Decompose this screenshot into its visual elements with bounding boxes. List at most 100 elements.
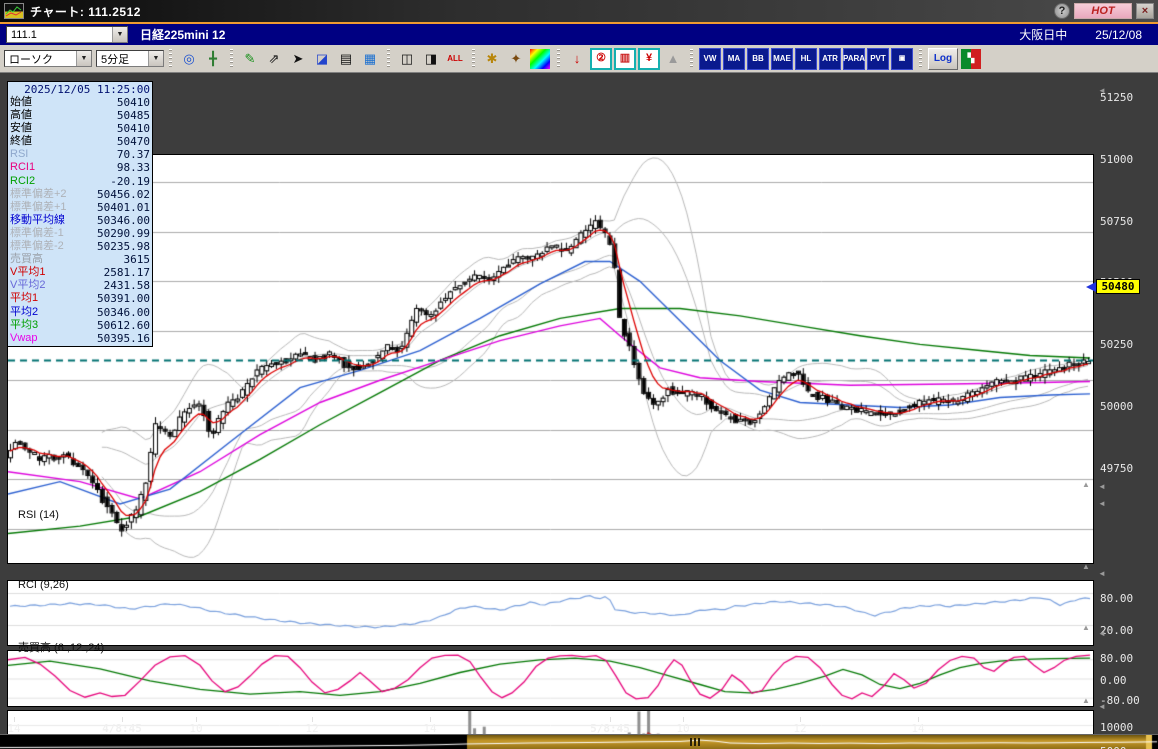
date-label: 25/12/08 bbox=[1095, 27, 1142, 42]
title-bar[interactable]: チャート: 111.2512 ? HOT × bbox=[0, 0, 1158, 22]
rsi-panel-chart[interactable] bbox=[7, 580, 1094, 646]
scroll-arrow-icon[interactable]: ▲ bbox=[1082, 696, 1090, 705]
warning-icon: ▲ bbox=[662, 47, 684, 70]
toolbar-separator bbox=[688, 48, 695, 69]
scroll-arrow-icon[interactable]: ◄ bbox=[1098, 569, 1106, 578]
scroll-arrow-icon[interactable]: ◄ bbox=[1098, 482, 1106, 491]
sub-axis-label: 10000 bbox=[1100, 721, 1134, 734]
indicator-row: 平均1 50391.00 bbox=[10, 292, 150, 305]
close-icon[interactable]: × bbox=[1136, 3, 1154, 19]
hot-button[interactable]: HOT bbox=[1074, 3, 1132, 19]
indicator-value: 50612.60 bbox=[97, 318, 150, 332]
indicator-label: 標準偏差-1 bbox=[10, 226, 64, 239]
indicator-row: 平均3 50612.60 bbox=[10, 319, 150, 332]
show-all-icon[interactable]: ALL bbox=[444, 47, 466, 70]
scroll-arrow-icon[interactable]: ▲ bbox=[1082, 562, 1090, 571]
navigator-grip-handle[interactable] bbox=[690, 738, 700, 746]
help-button[interactable]: ? bbox=[1054, 3, 1070, 19]
info-bar: 111.1 ▼ 日経225mini 12 大阪日中 25/12/08 bbox=[0, 24, 1158, 45]
toolbar-separator bbox=[385, 48, 392, 69]
indicator-row: 標準偏差+2 50456.02 bbox=[10, 188, 150, 201]
chart-type-select[interactable]: ローソク ▼ bbox=[4, 50, 92, 67]
scroll-arrow-icon[interactable]: ▲ bbox=[1082, 480, 1090, 489]
timeframe-select[interactable]: 5分足 ▼ bbox=[96, 50, 164, 67]
indicator-value: 50410 bbox=[116, 122, 150, 136]
scroll-arrow-icon[interactable]: ◄ bbox=[1098, 86, 1106, 95]
window-title: チャート: 111.2512 bbox=[30, 4, 141, 19]
scroll-arrow-icon[interactable]: ▲ bbox=[1082, 623, 1090, 632]
scroll-arrow-icon[interactable]: ◄ bbox=[1098, 702, 1106, 711]
sub-axis-label: 80.00 bbox=[1100, 652, 1134, 665]
hl-button[interactable]: HL bbox=[795, 47, 817, 70]
symbol-name: 日経225mini 12 bbox=[140, 28, 226, 42]
bb-button[interactable]: BB bbox=[747, 47, 769, 70]
indicator-label: 標準偏差+2 bbox=[10, 187, 67, 200]
price-axis-label: 51000 bbox=[1100, 152, 1134, 166]
x-axis-tick bbox=[610, 717, 611, 722]
x-axis-tick bbox=[122, 717, 123, 722]
zoom-icon[interactable]: ◎ bbox=[178, 47, 200, 70]
price-arrow-icon[interactable]: ↓ bbox=[566, 47, 588, 70]
bar-compress-icon[interactable]: ◫ bbox=[396, 47, 418, 70]
price-axis-label: 49750 bbox=[1100, 461, 1134, 475]
indicator-row: 売買高 3615 bbox=[10, 253, 150, 266]
symbol-code: 111.1 bbox=[11, 28, 37, 41]
x-axis-tick bbox=[683, 717, 684, 722]
crosshair-grid-icon[interactable]: ╋ bbox=[202, 47, 224, 70]
session-label: 大阪日中 bbox=[1019, 28, 1068, 42]
bar-expand-icon[interactable]: ◨ bbox=[420, 47, 442, 70]
trendline-icon[interactable]: ⇗ bbox=[263, 47, 285, 70]
select-cursor-icon[interactable]: ➤ bbox=[287, 47, 309, 70]
x-axis-label: 10 bbox=[676, 722, 690, 735]
indicator-row: RCI2 -20.19 bbox=[10, 175, 150, 188]
draw-pencil-icon[interactable]: ✎ bbox=[239, 47, 261, 70]
indicator-label: 平均2 bbox=[10, 305, 39, 318]
indicator-row: 安値 50410 bbox=[10, 122, 150, 135]
pvt-button[interactable]: PVT bbox=[867, 47, 889, 70]
scroll-arrow-icon[interactable]: ◄ bbox=[1098, 499, 1106, 508]
sub-axis-label: 5000 bbox=[1100, 745, 1127, 749]
sub-axis-label: 80.00 bbox=[1100, 592, 1134, 605]
trash-icon[interactable]: ▦ bbox=[359, 47, 381, 70]
log-scale-button[interactable]: Log bbox=[928, 47, 958, 70]
chevron-down-icon[interactable]: ▼ bbox=[148, 51, 163, 66]
indicator-value: 98.33 bbox=[116, 161, 150, 175]
mae-button[interactable]: MAE bbox=[771, 47, 793, 70]
chevron-down-icon[interactable]: ▼ bbox=[76, 51, 91, 66]
x-axis-label: 4/8:45 bbox=[102, 722, 142, 735]
layout-color-icon[interactable]: ▚ bbox=[960, 47, 982, 70]
eraser-icon[interactable]: ◪ bbox=[311, 47, 333, 70]
indicator-label: 標準偏差-2 bbox=[10, 240, 64, 253]
palette-icon[interactable] bbox=[529, 47, 551, 70]
frame-button[interactable]: ▣ bbox=[891, 47, 913, 70]
indicator-burst-icon[interactable]: ✱ bbox=[481, 47, 503, 70]
tools-icon[interactable]: ✦ bbox=[505, 47, 527, 70]
toolbar-separator bbox=[917, 48, 924, 69]
indicator-row: V平均2 2431.58 bbox=[10, 279, 150, 292]
toolbar-separator bbox=[555, 48, 562, 69]
main-price-chart[interactable] bbox=[7, 154, 1094, 564]
chevron-down-icon[interactable]: ▼ bbox=[112, 27, 127, 42]
scroll-arrow-icon[interactable]: ◄ bbox=[1098, 629, 1106, 638]
ma-button[interactable]: MA bbox=[723, 47, 745, 70]
app-chart-icon bbox=[4, 3, 24, 19]
copy-icon[interactable]: ▤ bbox=[335, 47, 357, 70]
board-candles-icon[interactable]: ▥ bbox=[614, 47, 636, 70]
indicator-row: 標準偏差+1 50401.01 bbox=[10, 201, 150, 214]
symbol-select[interactable]: 111.1 ▼ bbox=[6, 26, 128, 43]
indicator-value: 50346.00 bbox=[97, 305, 150, 319]
rsi-panel-title: RSI (14) bbox=[18, 509, 59, 521]
indicator-value: 50485 bbox=[116, 109, 150, 123]
yen-convert-icon[interactable]: ¥ bbox=[638, 47, 660, 70]
indicator-label: 移動平均線 bbox=[10, 213, 65, 226]
para-button[interactable]: PARA bbox=[843, 47, 865, 70]
indicator-label: 高値 bbox=[10, 109, 32, 122]
price-axis-label: 50750 bbox=[1100, 214, 1134, 228]
multi-chart-zoom-icon[interactable]: ② bbox=[590, 47, 612, 70]
rci-panel-chart[interactable] bbox=[7, 650, 1094, 707]
price-arrow-icon bbox=[1086, 282, 1096, 293]
atr-button[interactable]: ATR bbox=[819, 47, 841, 70]
vwap-button[interactable]: VW bbox=[699, 47, 721, 70]
range-navigator[interactable] bbox=[0, 734, 1158, 749]
rci-panel-title: RCI (9,26) bbox=[18, 579, 69, 591]
